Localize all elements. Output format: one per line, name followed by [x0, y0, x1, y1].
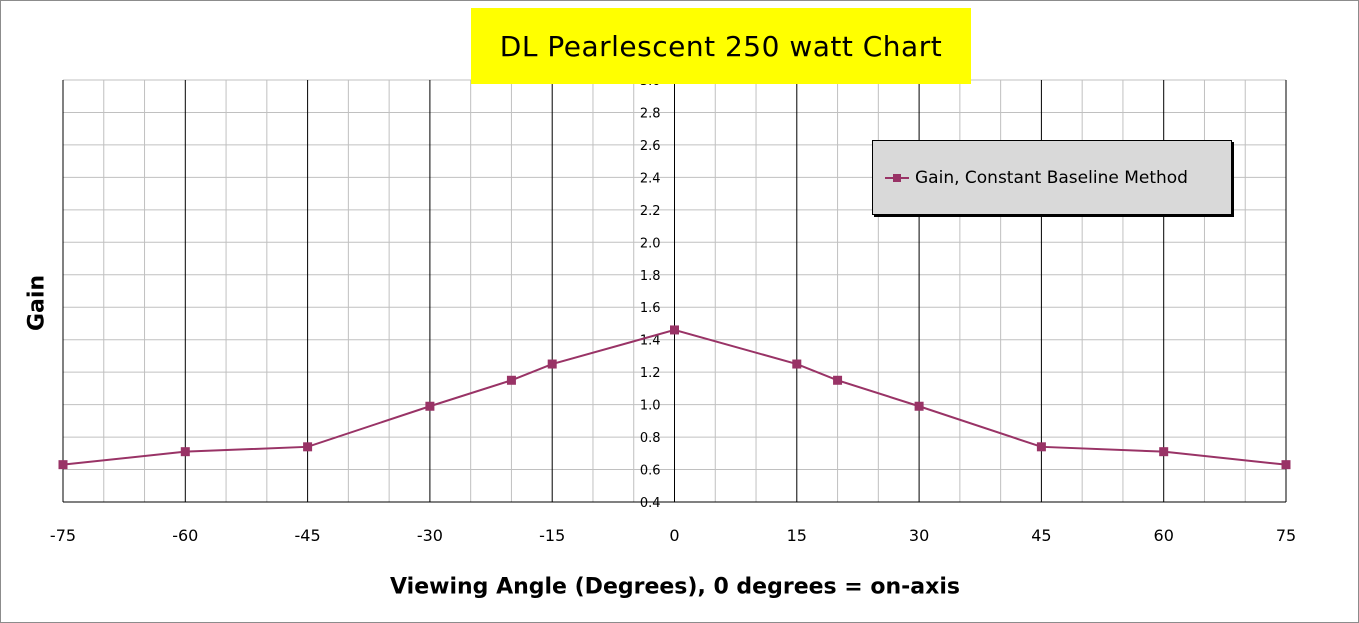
x-tick-label: 15: [787, 526, 807, 545]
chart-title-box: DL Pearlescent 250 watt Chart: [471, 8, 971, 84]
x-tick-label: 45: [1031, 526, 1051, 545]
y-tick-label: 1.6: [640, 301, 661, 316]
x-tick-label: -45: [295, 526, 321, 545]
y-tick-label: 1.8: [640, 269, 661, 284]
y-tick-label: 0.8: [640, 431, 661, 446]
legend-swatch: [885, 173, 909, 183]
data-point: [914, 401, 924, 411]
x-tick-label: -15: [539, 526, 565, 545]
x-tick-label: -75: [50, 526, 76, 545]
x-axis-label: Viewing Angle (Degrees), 0 degrees = on-…: [390, 574, 960, 600]
x-tick-label: 60: [1154, 526, 1174, 545]
data-point: [1159, 447, 1169, 457]
data-point: [547, 359, 557, 369]
y-tick-label: 2.8: [640, 106, 661, 121]
chart-title: DL Pearlescent 250 watt Chart: [499, 29, 943, 63]
data-point: [180, 447, 190, 457]
x-tick-label: 75: [1276, 526, 1296, 545]
y-tick-label: 1.2: [640, 366, 661, 381]
data-point: [792, 359, 802, 369]
data-point: [303, 442, 313, 452]
x-tick-label: 30: [909, 526, 929, 545]
data-point: [58, 460, 68, 470]
data-point: [425, 401, 435, 411]
y-tick-label: 0.4: [640, 496, 661, 511]
y-tick-label: 2.2: [640, 204, 661, 219]
data-point: [1036, 442, 1046, 452]
x-tick-label: -30: [417, 526, 443, 545]
x-tick-label: -60: [172, 526, 198, 545]
legend-label: Gain, Constant Baseline Method: [915, 167, 1188, 188]
chart-legend: Gain, Constant Baseline Method: [872, 140, 1232, 215]
x-tick-label: 0: [669, 526, 679, 545]
y-tick-label: 2.0: [640, 236, 661, 251]
y-tick-label: 1.0: [640, 399, 661, 414]
data-point: [1281, 460, 1291, 470]
y-tick-label: 2.4: [640, 171, 661, 186]
y-tick-label: 0.6: [640, 464, 661, 479]
data-point: [833, 375, 843, 385]
y-axis-label: Gain: [24, 274, 50, 332]
data-point: [506, 375, 516, 385]
data-point: [670, 325, 679, 335]
y-tick-label: 2.6: [640, 139, 661, 154]
